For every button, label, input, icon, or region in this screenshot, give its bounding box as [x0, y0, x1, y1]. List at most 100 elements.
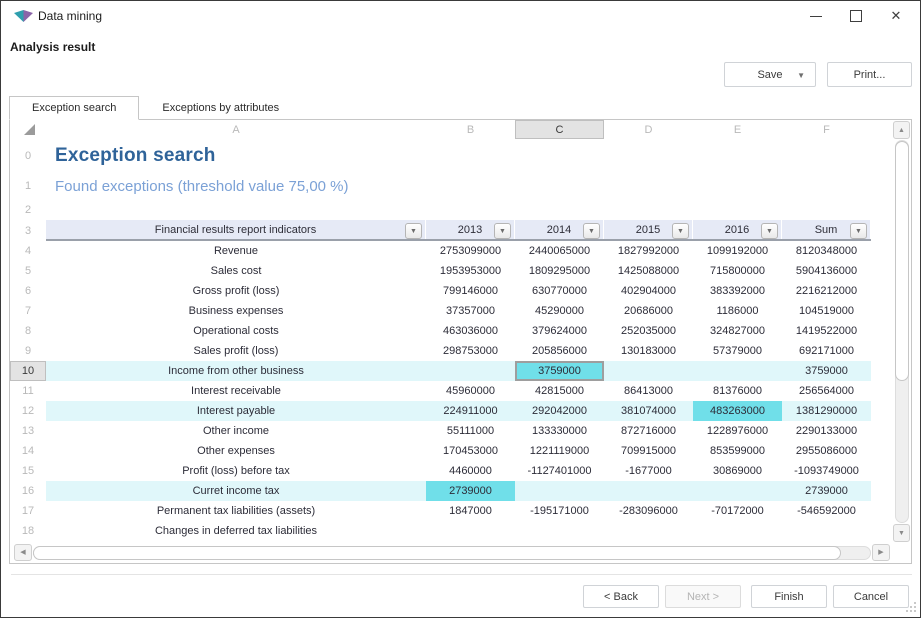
cell-indicator[interactable]: Gross profit (loss): [192, 285, 280, 297]
cell-value[interactable]: 130183000: [620, 345, 677, 357]
cell-value[interactable]: -1127401000: [527, 465, 592, 477]
cell-value[interactable]: 37357000: [446, 305, 495, 317]
finish-button[interactable]: Finish: [751, 585, 827, 608]
row-header[interactable]: 8: [24, 325, 32, 337]
filter-dropdown-icon[interactable]: ▼: [583, 223, 600, 239]
cell-value[interactable]: 3759000: [805, 365, 848, 377]
minimize-icon[interactable]: [796, 2, 836, 30]
cell-value[interactable]: [426, 521, 515, 541]
cell-indicator[interactable]: Sales cost: [210, 265, 262, 277]
cell-indicator[interactable]: Curret income tax: [192, 485, 280, 497]
scroll-down-icon[interactable]: ▼: [893, 524, 910, 542]
indicator-column-header[interactable]: Financial results report indicators ▼: [46, 220, 426, 239]
cell-value[interactable]: 853599000: [709, 445, 766, 457]
cell-value[interactable]: 379624000: [531, 325, 588, 337]
column-header-d[interactable]: D: [644, 123, 653, 136]
save-button[interactable]: Save ▼: [724, 62, 816, 87]
row-header[interactable]: 1: [24, 180, 32, 192]
cell-indicator[interactable]: Interest payable: [196, 405, 276, 417]
cell-value[interactable]: [426, 361, 515, 381]
back-button[interactable]: < Back: [583, 585, 659, 608]
cell-indicator[interactable]: Changes in deferred tax liabilities: [154, 525, 318, 537]
cell-value[interactable]: 205856000: [531, 345, 588, 357]
cell-value[interactable]: 463036000: [442, 325, 499, 337]
cell-value[interactable]: -1093749000: [794, 465, 859, 477]
cell-value[interactable]: 57379000: [713, 345, 762, 357]
cell-value[interactable]: 1847000: [449, 505, 492, 517]
row-header[interactable]: 4: [24, 245, 32, 257]
cell-indicator[interactable]: Business expenses: [188, 305, 284, 317]
year-column-header[interactable]: 2016 ▼: [693, 220, 782, 239]
scroll-right-icon[interactable]: ▶: [872, 544, 890, 561]
cell-value[interactable]: [604, 361, 693, 381]
cell-value[interactable]: -195171000: [530, 505, 589, 517]
cell-indicator[interactable]: Profit (loss) before tax: [182, 465, 290, 477]
row-header[interactable]: 3: [24, 224, 32, 237]
cell-value[interactable]: -283096000: [619, 505, 678, 517]
cell-value[interactable]: 1186000: [716, 305, 759, 317]
cell-value[interactable]: 2440065000: [528, 245, 591, 257]
column-header-e[interactable]: E: [733, 123, 742, 136]
cell-value[interactable]: 324827000: [709, 325, 766, 337]
cell-value[interactable]: 298753000: [442, 345, 499, 357]
tab-exceptions-by-attributes[interactable]: Exceptions by attributes: [162, 102, 280, 114]
row-header[interactable]: 18: [21, 525, 35, 537]
cell-value[interactable]: 2739000: [805, 485, 848, 497]
cell-value[interactable]: [604, 521, 693, 541]
cell-value[interactable]: 2739000: [426, 481, 515, 501]
column-header-b[interactable]: B: [466, 123, 475, 136]
row-header[interactable]: 6: [24, 285, 32, 297]
column-header-f[interactable]: F: [823, 123, 830, 136]
cell-value[interactable]: 1099192000: [706, 245, 769, 257]
cell-value[interactable]: 2216212000: [795, 285, 858, 297]
row-header[interactable]: 13: [21, 425, 35, 437]
filter-dropdown-icon[interactable]: ▼: [494, 223, 511, 239]
tab-exception-search[interactable]: Exception search: [9, 96, 140, 120]
row-header[interactable]: 7: [24, 305, 32, 317]
year-column-header[interactable]: 2013 ▼: [426, 220, 515, 239]
maximize-icon[interactable]: [836, 2, 876, 30]
cell-value[interactable]: 224911000: [443, 405, 498, 417]
cell-value[interactable]: 4460000: [449, 465, 492, 477]
cell-value[interactable]: [693, 521, 782, 541]
scroll-left-icon[interactable]: ◀: [14, 544, 32, 561]
cell-value[interactable]: 715800000: [709, 265, 766, 277]
cell-value[interactable]: 1221119000: [529, 445, 590, 457]
filter-dropdown-icon[interactable]: ▼: [850, 223, 867, 239]
cell-value[interactable]: [782, 521, 871, 541]
column-header-c[interactable]: C: [515, 120, 604, 139]
row-header[interactable]: 17: [21, 505, 35, 517]
cell-value[interactable]: 292042000: [531, 405, 588, 417]
cell-value[interactable]: 1425088000: [617, 265, 680, 277]
scroll-up-icon[interactable]: ▲: [893, 121, 910, 139]
cell-value[interactable]: 2753099000: [439, 245, 502, 257]
cell-value[interactable]: 2955086000: [795, 445, 858, 457]
row-header[interactable]: 2: [24, 204, 32, 216]
cell-value[interactable]: 709915000: [620, 445, 677, 457]
year-column-header[interactable]: 2015 ▼: [604, 220, 693, 239]
cell-value[interactable]: 799146000: [442, 285, 499, 297]
cell-value[interactable]: 1809295000: [528, 265, 591, 277]
cell-value[interactable]: 81376000: [713, 385, 762, 397]
cell-value[interactable]: 104519000: [798, 305, 855, 317]
cell-value[interactable]: 20686000: [624, 305, 673, 317]
row-header[interactable]: 15: [21, 465, 35, 477]
cell-value[interactable]: 872716000: [620, 425, 677, 437]
cell-value[interactable]: 630770000: [531, 285, 588, 297]
cell-value[interactable]: 383392000: [709, 285, 766, 297]
horizontal-scroll-thumb[interactable]: [33, 546, 841, 560]
cell-value[interactable]: 1381290000: [795, 405, 858, 417]
close-icon[interactable]: ✕: [876, 2, 916, 30]
cell-indicator[interactable]: Other income: [202, 425, 270, 437]
cell-value[interactable]: 133330000: [531, 425, 588, 437]
cell-value[interactable]: 1228976000: [706, 425, 769, 437]
cell-value[interactable]: 86413000: [624, 385, 673, 397]
cell-value[interactable]: 1953953000: [439, 265, 502, 277]
cell-indicator[interactable]: Operational costs: [193, 325, 279, 337]
cell-value[interactable]: 1827992000: [617, 245, 680, 257]
cell-value[interactable]: [604, 481, 693, 501]
row-header[interactable]: 11: [22, 385, 34, 397]
row-header[interactable]: 14: [21, 445, 35, 457]
filter-dropdown-icon[interactable]: ▼: [672, 223, 689, 239]
cell-value[interactable]: -70172000: [711, 505, 764, 517]
